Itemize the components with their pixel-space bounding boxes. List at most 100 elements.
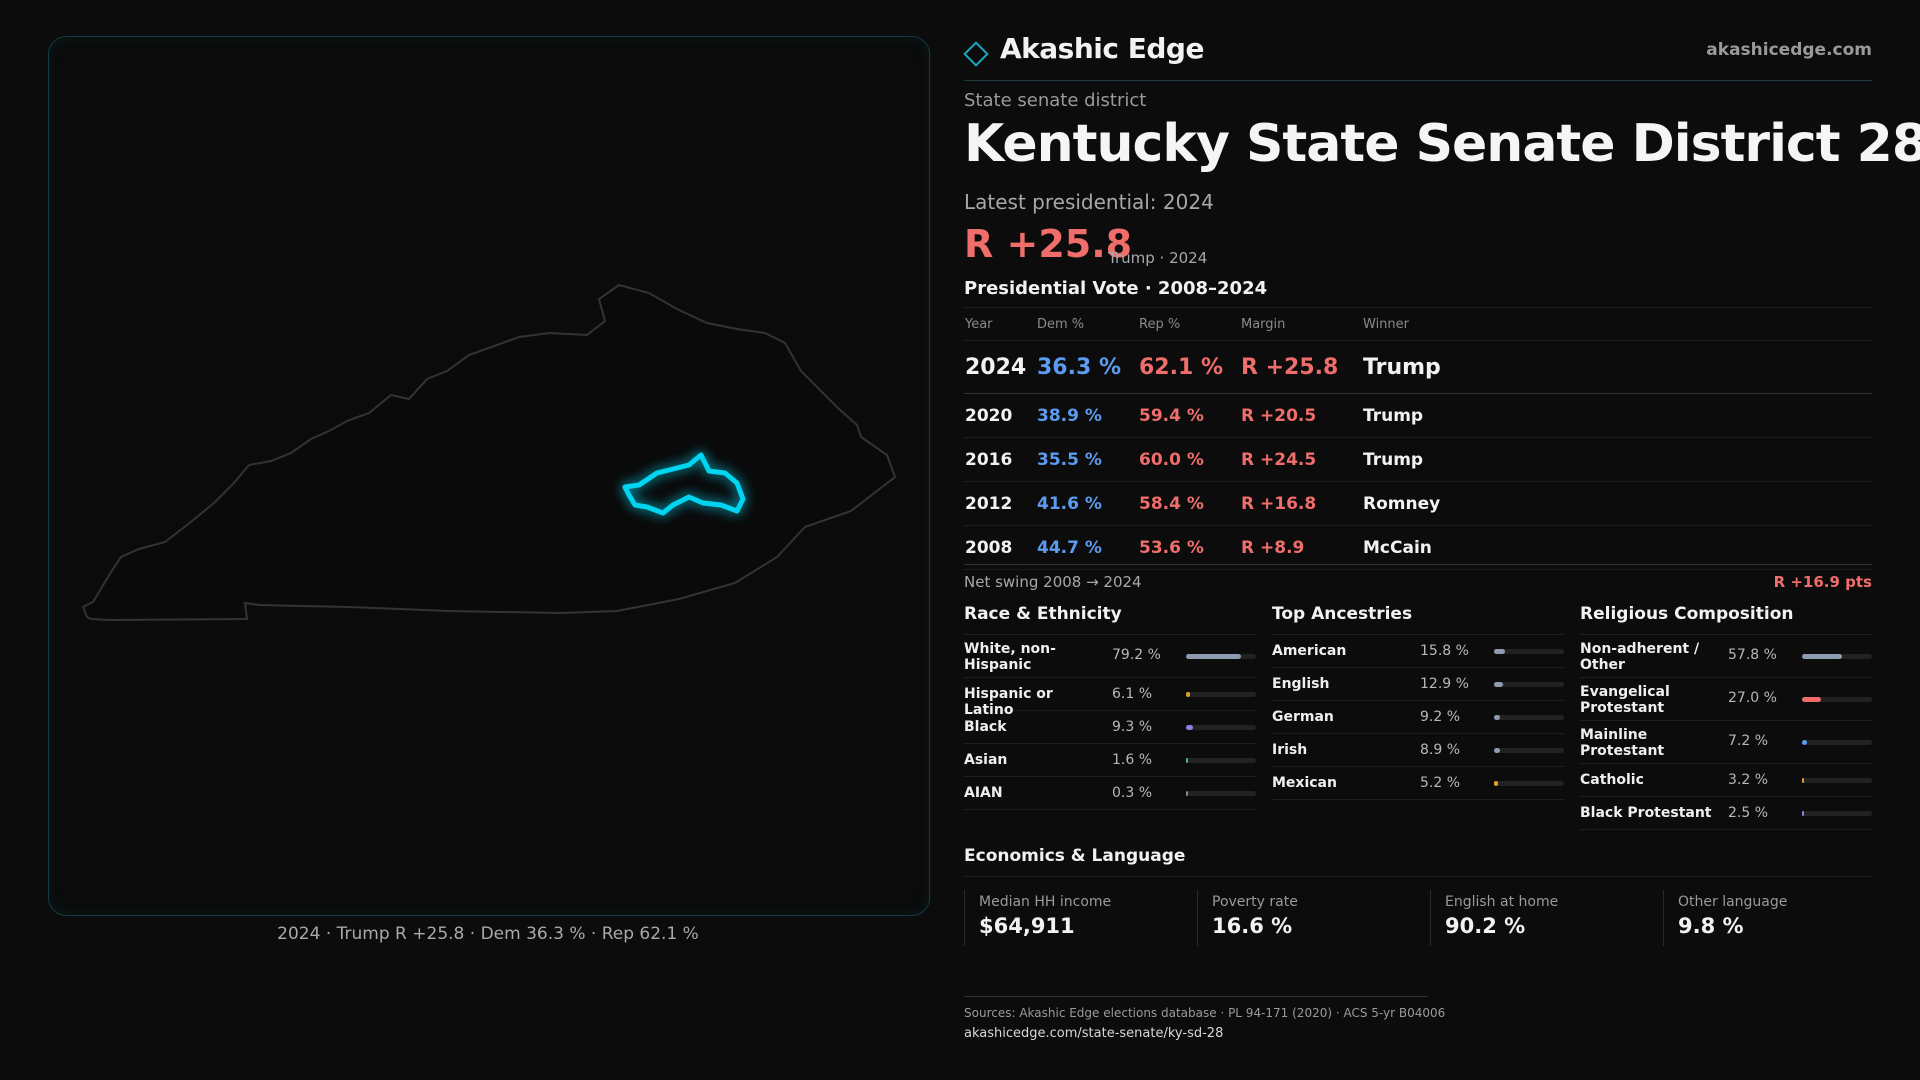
winner-cell: Trump xyxy=(1362,437,1872,482)
page-title: Kentucky State Senate District 28 xyxy=(964,114,1920,174)
brand-url-link[interactable]: akashicedge.com xyxy=(1706,40,1872,60)
share-bar xyxy=(1494,715,1564,720)
share-bar-fill xyxy=(1802,811,1805,816)
list-item: Hispanic or Latino 6.1 % xyxy=(964,678,1256,718)
stat-label: English at home xyxy=(1445,894,1559,910)
year-cell: 2008 xyxy=(964,525,1036,570)
list-item: Irish 8.9 % xyxy=(1272,734,1564,767)
table-header-row: Year Dem % Rep % Margin Winner xyxy=(964,307,1872,341)
item-label: English xyxy=(1272,676,1330,692)
diamond-logo-icon xyxy=(963,41,989,67)
share-bar xyxy=(1494,781,1564,786)
race-list: White, non-Hispanic 79.2 % Hispanic or Lat… xyxy=(964,635,1256,810)
ancestries-title: Top Ancestries xyxy=(1272,604,1564,635)
dem-cell: 38.9 % xyxy=(1036,393,1138,438)
share-bar-fill xyxy=(1802,654,1843,659)
stat-poverty-rate: Poverty rate 16.6 % xyxy=(1197,890,1432,946)
list-item: Asian 1.6 % xyxy=(964,744,1256,777)
list-item: American 15.8 % xyxy=(1272,635,1564,668)
winner-cell: Romney xyxy=(1362,481,1872,526)
item-percent: 79.2 % xyxy=(1112,647,1161,663)
latest-margin-subtitle: Trump · 2024 xyxy=(1108,249,1208,267)
item-percent: 7.2 % xyxy=(1728,733,1769,749)
item-percent: 1.6 % xyxy=(1112,752,1153,768)
list-item: Mainline Protestant 7.2 % xyxy=(1580,721,1872,764)
share-bar xyxy=(1186,725,1256,730)
share-bar-fill xyxy=(1494,649,1506,654)
share-bar xyxy=(1186,654,1256,659)
item-percent: 0.3 % xyxy=(1112,785,1153,801)
map-panel[interactable] xyxy=(48,36,930,916)
table-row: 2024 36.3 % 62.1 % R +25.8 Trump xyxy=(964,340,1872,394)
margin-cell: R +24.5 xyxy=(1240,437,1362,482)
net-swing-value: R +16.9 pts xyxy=(1773,573,1872,591)
share-bar xyxy=(1186,791,1256,796)
economics-divider xyxy=(964,876,1872,877)
column-header-margin: Margin xyxy=(1240,307,1362,341)
share-bar-fill xyxy=(1494,748,1501,753)
winner-cell: Trump xyxy=(1362,340,1872,394)
list-item: White, non-Hispanic 79.2 % xyxy=(964,635,1256,678)
item-percent: 27.0 % xyxy=(1728,690,1777,706)
item-percent: 9.3 % xyxy=(1112,719,1153,735)
share-bar xyxy=(1802,778,1872,783)
stat-english-at-home: English at home 90.2 % xyxy=(1430,890,1665,946)
page-url-link[interactable]: akashicedge.com/state-senate/ky-sd-28 xyxy=(964,1026,1224,1041)
rep-cell: 58.4 % xyxy=(1138,481,1240,526)
share-bar-fill xyxy=(1494,682,1504,687)
kentucky-outline xyxy=(81,283,897,622)
item-percent: 8.9 % xyxy=(1420,742,1461,758)
share-bar xyxy=(1802,811,1872,816)
margin-cell: R +16.8 xyxy=(1240,481,1362,526)
religion-title: Religious Composition xyxy=(1580,604,1872,635)
item-label: Evangelical Protestant xyxy=(1580,684,1670,716)
district-map[interactable] xyxy=(49,37,929,915)
list-item: Black 9.3 % xyxy=(964,711,1256,744)
list-item: Catholic 3.2 % xyxy=(1580,764,1872,797)
list-item: Non-adherent / Other 57.8 % xyxy=(1580,635,1872,678)
stat-median-income: Median HH income $64,911 xyxy=(964,890,1199,946)
item-label: Black Protestant xyxy=(1580,805,1712,821)
item-percent: 3.2 % xyxy=(1728,772,1769,788)
stat-label: Median HH income xyxy=(979,894,1112,910)
column-header-year: Year xyxy=(964,307,1036,341)
stat-value: $64,911 xyxy=(979,914,1075,938)
district-28-shape[interactable] xyxy=(622,452,746,516)
margin-cell: R +25.8 xyxy=(1240,340,1362,394)
presidential-vote-title: Presidential Vote · 2008–2024 xyxy=(964,278,1268,299)
footer-divider xyxy=(964,996,1428,997)
religion-list: Non-adherent / Other 57.8 % Evangelical Pr… xyxy=(1580,635,1872,830)
share-bar xyxy=(1494,649,1564,654)
item-label: Non-adherent / Other xyxy=(1580,641,1700,673)
rep-cell: 59.4 % xyxy=(1138,393,1240,438)
map-caption: 2024 · Trump R +25.8 · Dem 36.3 % · Rep … xyxy=(277,924,699,944)
item-percent: 15.8 % xyxy=(1420,643,1469,659)
stat-other-language: Other language 9.8 % xyxy=(1663,890,1898,946)
share-bar-fill xyxy=(1494,781,1498,786)
year-cell: 2012 xyxy=(964,481,1036,526)
share-bar xyxy=(1802,654,1872,659)
table-row: 2008 44.7 % 53.6 % R +8.9 McCain xyxy=(964,525,1872,570)
year-cell: 2024 xyxy=(964,340,1036,394)
share-bar-fill xyxy=(1186,654,1242,659)
presidential-vote-table: Year Dem % Rep % Margin Winner 2024 36.3… xyxy=(964,307,1872,570)
rep-cell: 53.6 % xyxy=(1138,525,1240,570)
table-row: 2016 35.5 % 60.0 % R +24.5 Trump xyxy=(964,437,1872,482)
item-label: American xyxy=(1272,643,1347,659)
list-item: German 9.2 % xyxy=(1272,701,1564,734)
margin-cell: R +8.9 xyxy=(1240,525,1362,570)
list-item: English 12.9 % xyxy=(1272,668,1564,701)
brand-name[interactable]: Akashic Edge xyxy=(1000,32,1204,65)
item-percent: 12.9 % xyxy=(1420,676,1469,692)
net-swing-label: Net swing 2008 → 2024 xyxy=(964,573,1142,591)
item-label: Mexican xyxy=(1272,775,1337,791)
net-swing: Net swing 2008 → 2024 R +16.9 pts xyxy=(964,564,1872,591)
race-ethnicity-section: Race & Ethnicity White, non-Hispanic 79.2… xyxy=(964,604,1256,810)
share-bar-fill xyxy=(1494,715,1501,720)
share-bar-fill xyxy=(1186,725,1193,730)
item-label: Hispanic or Latino xyxy=(964,686,1053,718)
stat-value: 9.8 % xyxy=(1678,914,1744,938)
winner-cell: Trump xyxy=(1362,393,1872,438)
item-label: Irish xyxy=(1272,742,1308,758)
ancestries-section: Top Ancestries American 15.8 % English 12.9… xyxy=(1272,604,1564,800)
